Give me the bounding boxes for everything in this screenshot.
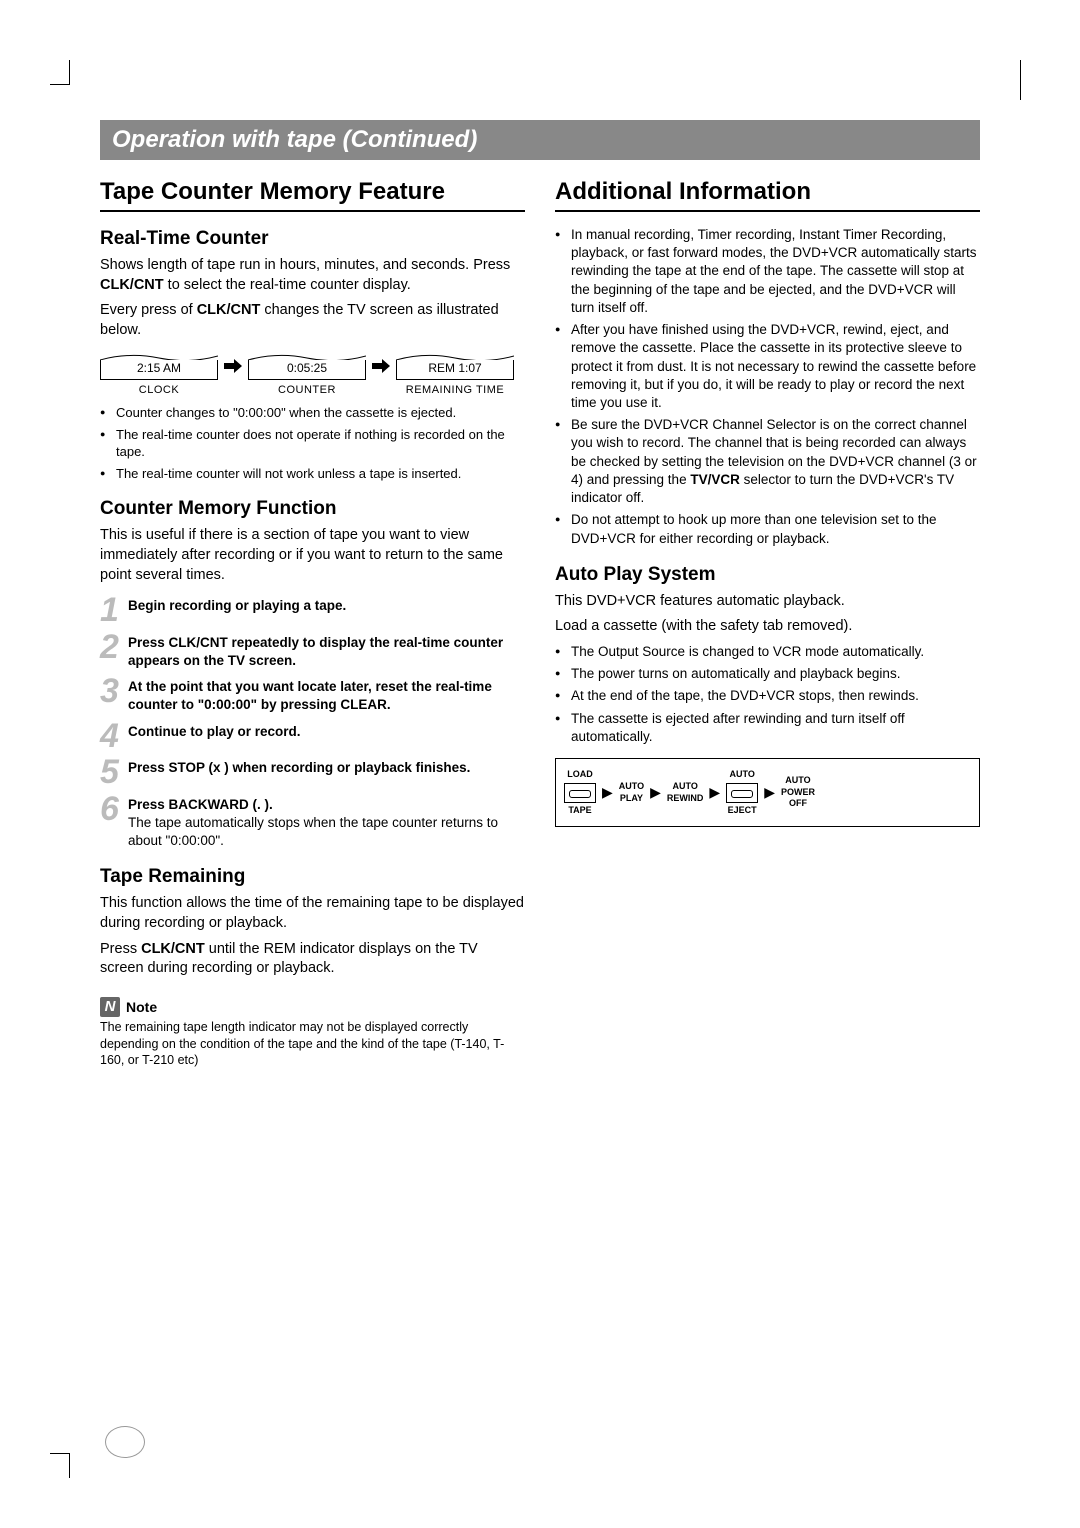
rtc-heading: Real-Time Counter (100, 228, 525, 250)
flow-diagram: LOAD TAPE ▶ AUTOPLAY ▶ AUTOREWIND ▶ AUTO… (555, 758, 980, 827)
rtc-para2: Every press of CLK/CNT changes the TV sc… (100, 301, 525, 340)
main-title-right: Additional Information (555, 178, 980, 212)
cmf-heading: Counter Memory Function (100, 498, 525, 520)
counter-box: 0:05:25 (248, 352, 366, 380)
right-column: Additional Information In manual recordi… (555, 178, 980, 1069)
step-text: Begin recording or playing a tape. (128, 595, 346, 626)
step-text: Press CLK/CNT repeatedly to display the … (128, 632, 525, 670)
list-item: In manual recording, Timer recording, In… (555, 226, 980, 317)
counter-label: COUNTER (278, 384, 336, 396)
crop-mark (50, 1453, 70, 1478)
aps-heading: Auto Play System (555, 564, 980, 586)
flow-off: AUTOPOWEROFF (781, 775, 815, 810)
crop-mark (50, 60, 70, 85)
list-item: At the end of the tape, the DVD+VCR stop… (555, 687, 980, 705)
arrow-icon (224, 359, 242, 373)
counter-value: 0:05:25 (287, 361, 327, 375)
step-text: Press BACKWARD (. ).The tape automatical… (128, 794, 525, 851)
list-item: Counter changes to "0:00:00" when the ca… (100, 404, 525, 422)
crop-mark (1020, 60, 1030, 100)
arrow-icon (372, 359, 390, 373)
tr-para2: Press CLK/CNT until the REM indicator di… (100, 940, 525, 979)
rem-value: REM 1:07 (428, 361, 481, 375)
list-item: Do not attempt to hook up more than one … (555, 511, 980, 547)
rtc-bullets: Counter changes to "0:00:00" when the ca… (100, 404, 525, 482)
step-number: 4 (100, 721, 128, 752)
flow-eject: AUTO EJECT (726, 769, 758, 816)
page-content: Operation with tape (Continued) Tape Cou… (0, 0, 1080, 1129)
step-number: 6 (100, 794, 128, 851)
list-item: The real-time counter does not operate i… (100, 426, 525, 461)
rem-box: REM 1:07 (396, 352, 514, 380)
step-number: 1 (100, 595, 128, 626)
step-text: At the point that you want locate later,… (128, 676, 525, 714)
list-item: The power turns on automatically and pla… (555, 665, 980, 683)
clock-box: 2:15 AM (100, 352, 218, 380)
step-text: Continue to play or record. (128, 721, 301, 752)
cassette-icon (564, 783, 596, 803)
aps-bullets: The Output Source is changed to VCR mode… (555, 643, 980, 746)
flow-play: AUTOPLAY (619, 781, 644, 804)
step-text: Press STOP (x ) when recording or playba… (128, 757, 470, 788)
flow-load: LOAD TAPE (564, 769, 596, 816)
rem-label: REMAINING TIME (406, 384, 504, 396)
play-arrow-icon: ▶ (764, 784, 775, 801)
list-item: The Output Source is changed to VCR mode… (555, 643, 980, 661)
play-arrow-icon: ▶ (650, 784, 661, 801)
clock-label: CLOCK (139, 384, 179, 396)
clock-value: 2:15 AM (137, 361, 181, 375)
list-item: Be sure the DVD+VCR Channel Selector is … (555, 416, 980, 507)
counter-diagram: 2:15 AM CLOCK 0:05:25 COUNTER RE (100, 352, 525, 396)
cassette-icon (726, 783, 758, 803)
aps-para2: Load a cassette (with the safety tab rem… (555, 617, 980, 637)
cmf-intro: This is useful if there is a section of … (100, 526, 525, 585)
step-number: 5 (100, 757, 128, 788)
step-number: 3 (100, 676, 128, 714)
note-text: The remaining tape length indicator may … (100, 1019, 525, 1070)
list-item: The real-time counter will not work unle… (100, 465, 525, 483)
flow-rewind: AUTOREWIND (667, 781, 704, 804)
main-title-left: Tape Counter Memory Feature (100, 178, 525, 212)
steps-list: 1Begin recording or playing a tape. 2Pre… (100, 595, 525, 850)
play-arrow-icon: ▶ (709, 784, 720, 801)
tr-para: This function allows the time of the rem… (100, 894, 525, 933)
list-item: After you have finished using the DVD+VC… (555, 321, 980, 412)
tr-heading: Tape Remaining (100, 866, 525, 888)
rtc-para: Shows length of tape run in hours, minut… (100, 256, 525, 295)
additional-info-bullets: In manual recording, Timer recording, In… (555, 226, 980, 548)
list-item: The cassette is ejected after rewinding … (555, 710, 980, 746)
page-number-circle (105, 1426, 145, 1458)
section-banner: Operation with tape (Continued) (100, 120, 980, 160)
note-label: Note (126, 999, 157, 1015)
note-icon: N (100, 997, 120, 1017)
note-header: N Note (100, 997, 525, 1017)
aps-para: This DVD+VCR features automatic playback… (555, 592, 980, 612)
step-number: 2 (100, 632, 128, 670)
left-column: Tape Counter Memory Feature Real-Time Co… (100, 178, 525, 1069)
play-arrow-icon: ▶ (602, 784, 613, 801)
